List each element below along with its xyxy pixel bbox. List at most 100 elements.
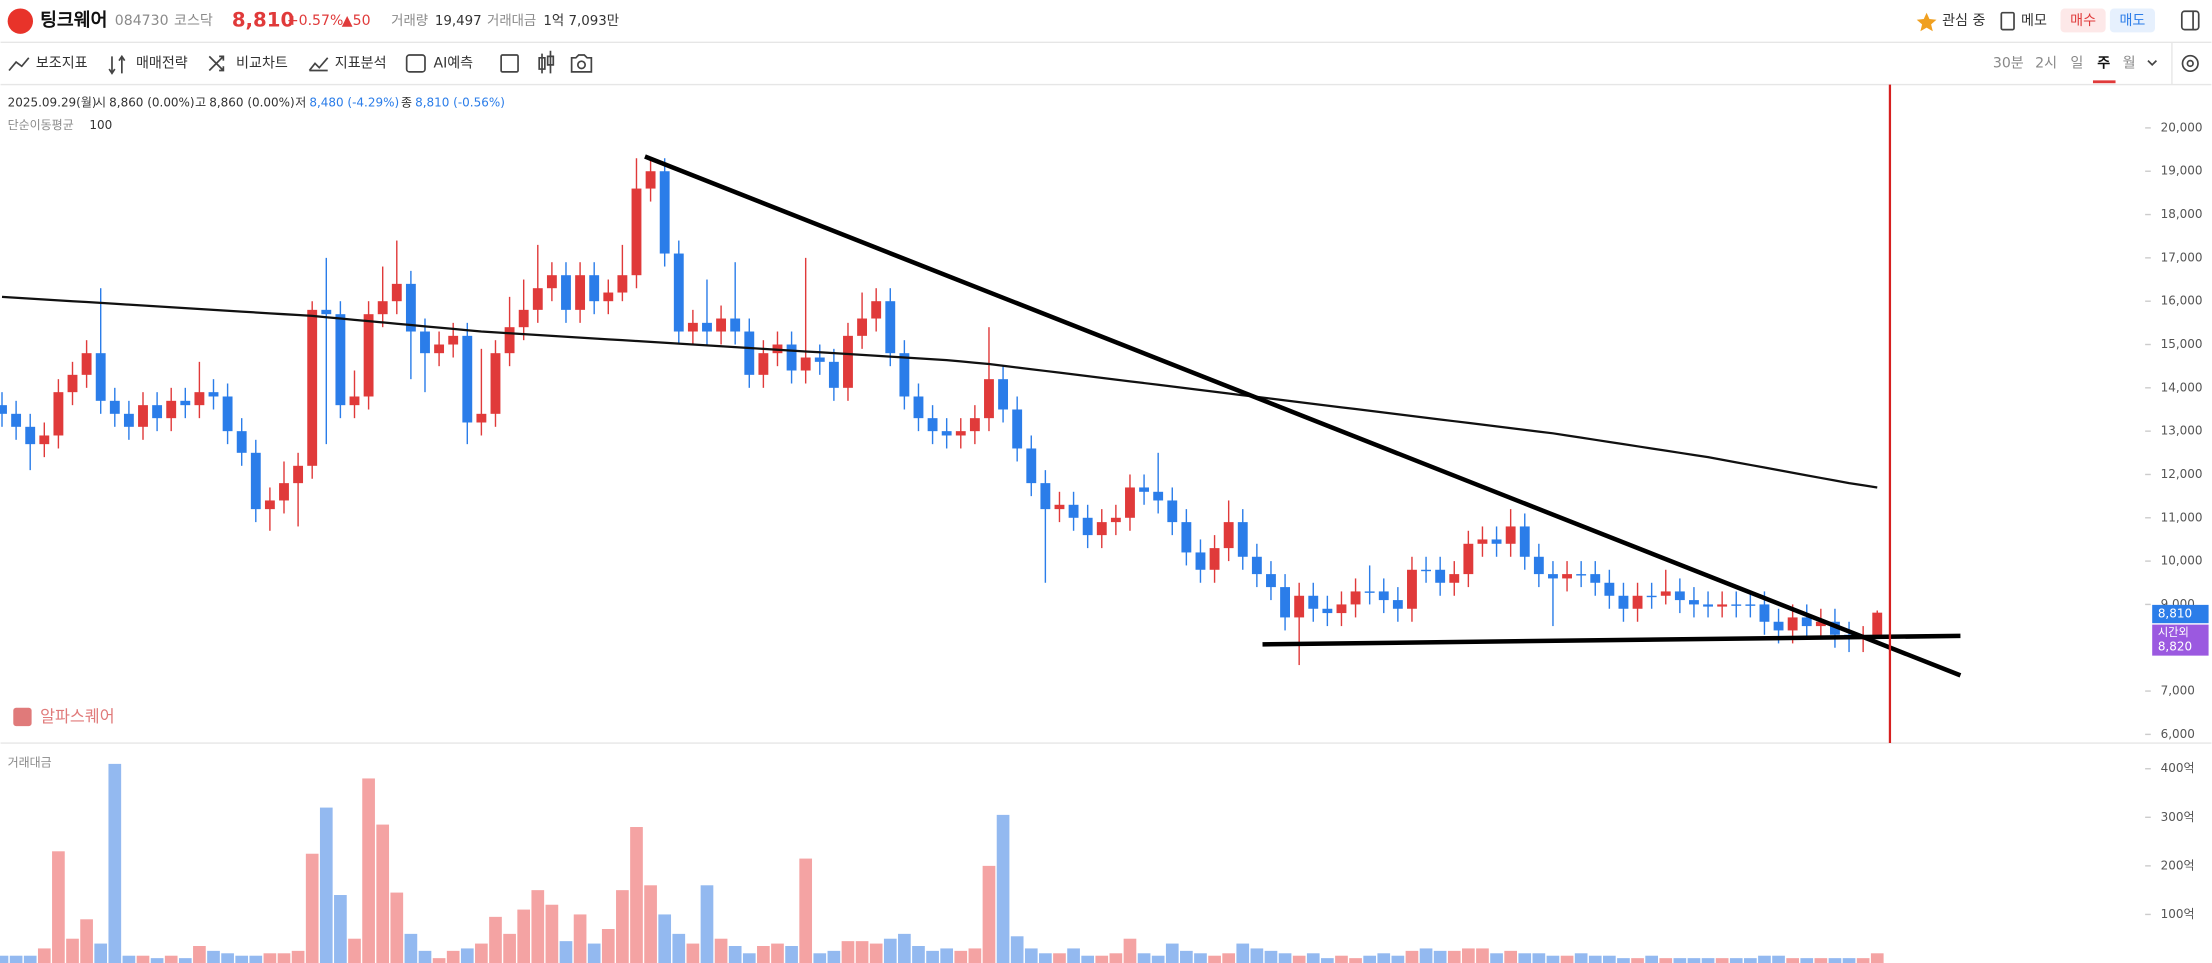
candle-body xyxy=(1815,621,1826,627)
candle-body xyxy=(1223,522,1234,549)
candle-body xyxy=(1576,574,1587,576)
volume-bar xyxy=(1744,958,1757,963)
candle-body xyxy=(575,275,586,310)
volume-bar xyxy=(996,814,1010,963)
volume-bar xyxy=(305,853,319,963)
candle-body xyxy=(955,431,966,436)
volume-bar xyxy=(1278,953,1292,963)
period-dropdown[interactable] xyxy=(2147,60,2158,67)
y-tick-label: 7,000 xyxy=(2161,684,2195,698)
tool-button[interactable]: 매매전략 xyxy=(136,55,188,71)
volume-bar xyxy=(531,890,545,963)
tool-button[interactable]: 비교차트 xyxy=(236,55,288,71)
candle-body xyxy=(1181,522,1192,553)
volume-bar xyxy=(630,827,643,963)
volume-bar xyxy=(855,941,869,963)
candle-body xyxy=(899,353,910,397)
volume-bar xyxy=(1363,955,1377,963)
candle-body xyxy=(222,396,233,432)
candle-body xyxy=(1421,569,1431,572)
candle-body xyxy=(307,309,318,466)
period-button[interactable]: 30분 xyxy=(1993,55,2024,71)
volume-bar xyxy=(489,916,502,963)
buy-label[interactable]: 매수 xyxy=(2070,13,2096,29)
camera-tool[interactable] xyxy=(570,54,593,73)
sell-button[interactable] xyxy=(2109,8,2156,33)
candle-body xyxy=(434,344,445,354)
volume-bar xyxy=(150,958,164,963)
volume-bar xyxy=(404,933,418,963)
candle-body xyxy=(1364,591,1375,593)
y-tick-label: 10,000 xyxy=(2161,554,2203,568)
volume-label: 거래량 xyxy=(391,13,428,29)
period-underline xyxy=(2092,80,2116,84)
tool-button[interactable]: 보조지표 xyxy=(36,55,88,71)
logo xyxy=(7,8,34,34)
volume-bar xyxy=(1772,955,1785,963)
volume-bar xyxy=(1518,953,1532,963)
candle-tool[interactable] xyxy=(538,50,555,74)
volume-bar xyxy=(982,865,996,963)
buy-button[interactable] xyxy=(2060,8,2106,33)
volume-bar xyxy=(1236,943,1250,963)
volume-bar xyxy=(1842,958,1856,963)
memo-button[interactable]: 메모 xyxy=(2021,13,2047,29)
tool-icon xyxy=(208,55,225,72)
volume-bar xyxy=(1137,953,1151,963)
info-low: 8,480 (-4.29%) xyxy=(309,95,399,109)
tool-button[interactable]: AI예측 xyxy=(433,55,473,71)
volume-bar xyxy=(221,953,234,963)
volume-title: 거래대금 xyxy=(8,755,52,769)
settings-icon-core xyxy=(2186,59,2194,68)
panel-icon[interactable] xyxy=(2180,10,2200,31)
volume-bar xyxy=(616,890,629,963)
star-icon[interactable] xyxy=(1916,12,1937,32)
memo-icon[interactable] xyxy=(2000,11,2015,31)
volume-bar xyxy=(1574,953,1588,963)
volume-bar xyxy=(545,904,559,963)
settings-icon[interactable] xyxy=(2181,54,2199,73)
candle-body xyxy=(1068,504,1079,518)
volume-bar xyxy=(446,950,460,963)
trendline[interactable] xyxy=(644,154,1962,678)
candle-body xyxy=(1590,574,1601,583)
period-button[interactable]: 월 xyxy=(2123,55,2136,71)
tool-button[interactable]: 지표분석 xyxy=(335,55,387,71)
sell-label[interactable]: 매도 xyxy=(2119,13,2145,29)
volume-bar xyxy=(1377,953,1391,963)
volume-bar xyxy=(432,958,446,963)
candle-body xyxy=(1562,574,1572,579)
volume-bar xyxy=(66,938,79,963)
volume-bar xyxy=(460,948,474,963)
candle-body xyxy=(1378,591,1389,601)
candle-body xyxy=(885,301,896,354)
volume-bar xyxy=(263,953,277,963)
candle-body xyxy=(730,318,741,332)
shape-tool[interactable] xyxy=(500,54,519,73)
candle-body xyxy=(152,405,163,419)
candle-body xyxy=(744,331,755,375)
volume-bar xyxy=(1292,955,1306,963)
candle-body xyxy=(363,314,374,397)
trendline[interactable] xyxy=(1262,633,1961,647)
volume-bar xyxy=(80,919,93,963)
watch-button[interactable]: 관심 중 xyxy=(1942,13,1985,29)
candle-body xyxy=(236,431,247,453)
volume-bar xyxy=(1151,955,1165,963)
candle-body xyxy=(800,357,811,371)
volume-bar xyxy=(841,941,855,963)
candle-body xyxy=(843,335,853,388)
volume-bar xyxy=(235,955,249,963)
candle-body xyxy=(1787,617,1798,631)
period-button[interactable]: 2시 xyxy=(2035,55,2057,71)
period-button[interactable]: 일 xyxy=(2070,55,2083,71)
candle-body xyxy=(264,500,275,510)
candle-body xyxy=(1082,517,1093,536)
period-button[interactable]: 주 xyxy=(2097,55,2110,71)
candle-body xyxy=(984,379,994,419)
volume-bar xyxy=(1715,958,1729,963)
volume-bar xyxy=(1631,958,1644,963)
candle-body xyxy=(1477,539,1488,544)
info-high: 8,860 (0.00%) xyxy=(209,95,294,109)
